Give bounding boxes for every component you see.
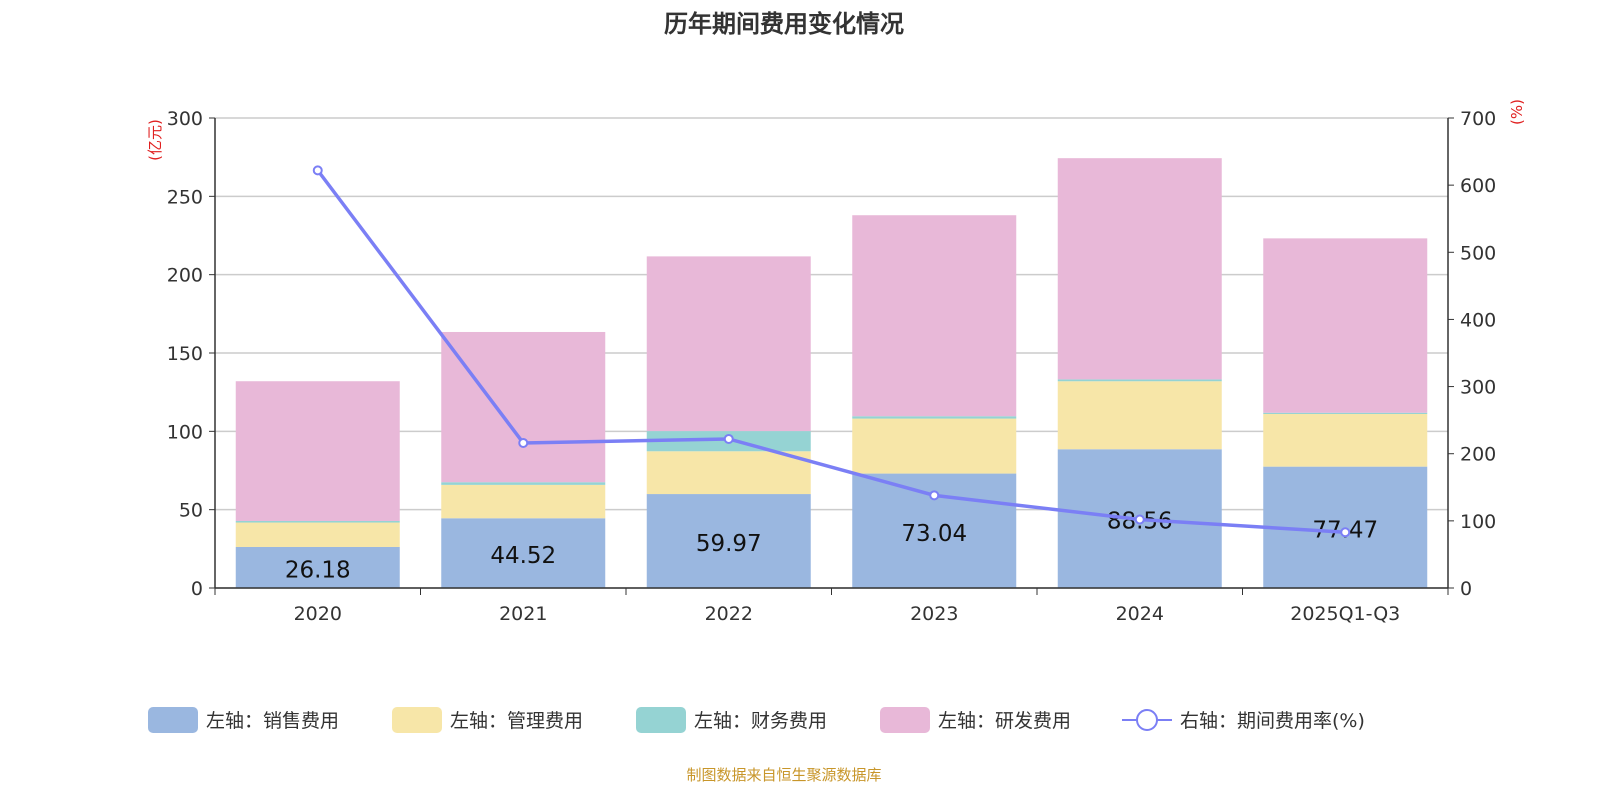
legend-label: 右轴：期间费用率(%) xyxy=(1180,710,1365,732)
bar-segment xyxy=(235,546,400,588)
left-tick-label: 0 xyxy=(191,578,203,600)
bar-segment xyxy=(1057,158,1222,380)
legend-swatch xyxy=(880,707,930,733)
line-point xyxy=(312,165,323,176)
x-tick-label: 2022 xyxy=(705,603,753,625)
chart-title: 历年期间费用变化情况 xyxy=(664,10,904,38)
legend-swatch xyxy=(636,707,686,733)
right-tick-label: 500 xyxy=(1460,242,1496,264)
right-tick-label: 300 xyxy=(1460,377,1496,399)
legend-label: 左轴：财务费用 xyxy=(694,710,827,732)
bar-segment xyxy=(441,518,606,588)
bar-segment xyxy=(852,416,1017,419)
right-tick-label: 0 xyxy=(1460,578,1472,600)
line-point xyxy=(929,490,940,501)
bar-segment xyxy=(1057,381,1222,450)
bar-segment xyxy=(441,331,606,483)
right-tick-label: 600 xyxy=(1460,175,1496,197)
line-point xyxy=(518,437,529,448)
x-tick-label: 2023 xyxy=(910,603,958,625)
right-tick-label: 200 xyxy=(1460,444,1496,466)
x-tick-label: 2024 xyxy=(1116,603,1164,625)
bar-segment xyxy=(852,215,1017,417)
legend-label: 左轴：管理费用 xyxy=(450,710,583,732)
legend-marker xyxy=(1136,709,1158,731)
left-tick-label: 100 xyxy=(167,421,203,443)
data-label: 26.18 xyxy=(285,557,351,583)
line-point xyxy=(723,433,734,444)
legend-label: 左轴：研发费用 xyxy=(938,710,1071,732)
data-label: 44.52 xyxy=(490,543,556,569)
right-tick-label: 700 xyxy=(1460,108,1496,130)
bar-segment xyxy=(646,256,811,432)
bar-segment xyxy=(1263,238,1428,413)
bar-segment xyxy=(235,520,400,523)
x-tick-label: 2025Q1-Q3 xyxy=(1290,603,1400,625)
left-tick-label: 300 xyxy=(167,108,203,130)
legend-swatch xyxy=(392,707,442,733)
right-tick-label: 100 xyxy=(1460,511,1496,533)
line-point xyxy=(1340,527,1351,538)
left-tick-label: 250 xyxy=(167,186,203,208)
bar-segment xyxy=(235,381,400,521)
x-tick-label: 2021 xyxy=(499,603,547,625)
left-axis-unit: (亿元) xyxy=(146,119,164,161)
left-tick-label: 150 xyxy=(167,343,203,365)
left-tick-label: 50 xyxy=(179,500,203,522)
legend-label: 左轴：销售费用 xyxy=(206,710,339,732)
bar-segment xyxy=(1263,412,1428,414)
data-label: 59.97 xyxy=(696,531,762,557)
bar-segment xyxy=(441,484,606,519)
data-label: 73.04 xyxy=(901,521,967,547)
bar-segment xyxy=(646,451,811,495)
bar-segment xyxy=(1057,379,1222,382)
x-tick-label: 2020 xyxy=(294,603,342,625)
bar-segment xyxy=(235,522,400,547)
right-tick-label: 400 xyxy=(1460,309,1496,331)
source-note: 制图数据来自恒生聚源数据库 xyxy=(686,766,882,784)
right-axis-unit: (%) xyxy=(1508,99,1526,125)
legend-swatch xyxy=(148,707,198,733)
bar-segment xyxy=(441,482,606,485)
line-point xyxy=(1134,514,1145,525)
bar-segment xyxy=(1263,413,1428,467)
left-tick-label: 200 xyxy=(167,265,203,287)
bar-segment xyxy=(852,418,1017,474)
bar-segment xyxy=(646,494,811,588)
line-series xyxy=(316,169,1346,535)
